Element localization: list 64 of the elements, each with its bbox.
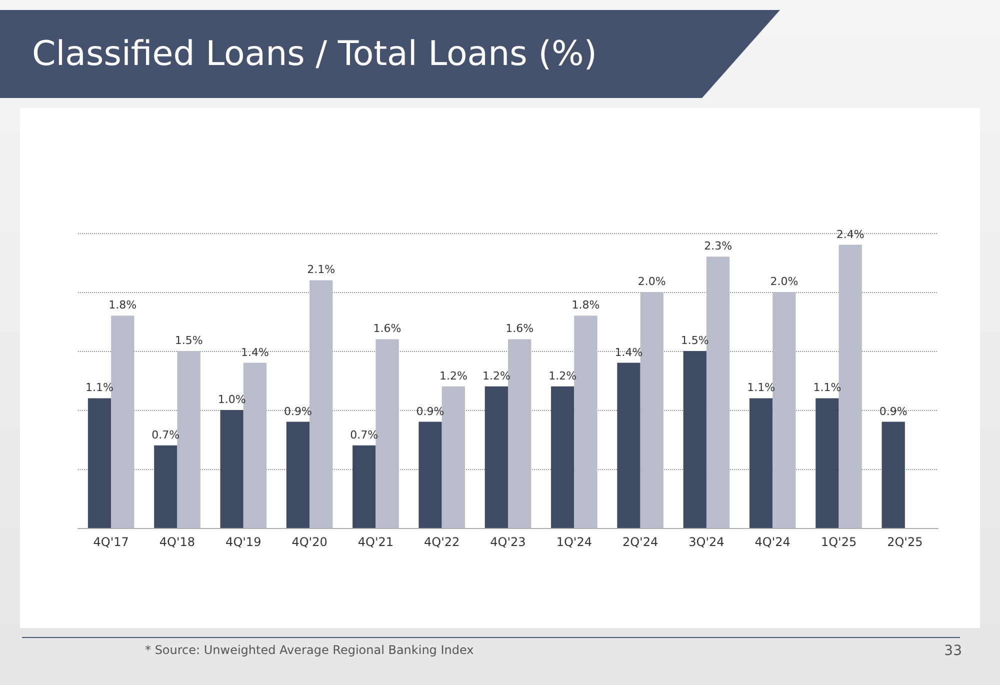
data-label: 1.2%: [548, 369, 577, 382]
bar: [683, 351, 706, 528]
x-tick-label: 1Q'24: [556, 535, 592, 549]
bar: [574, 316, 598, 528]
bar: [88, 398, 112, 528]
x-tick-label: 4Q'20: [292, 535, 328, 549]
x-tick-label: 1Q'25: [820, 535, 857, 549]
data-label: 2.4%: [836, 228, 864, 241]
bar: [640, 292, 664, 528]
data-label: 1.1%: [86, 381, 114, 394]
bar: [418, 422, 442, 528]
bar: [838, 244, 862, 528]
bar: [220, 410, 244, 528]
bar: [352, 445, 376, 528]
bar: [177, 351, 200, 528]
x-tick-label: 4Q'19: [226, 535, 262, 549]
data-label: 1.0%: [218, 393, 246, 406]
data-label: 1.1%: [813, 381, 842, 394]
x-tick-label: 4Q'23: [490, 535, 526, 549]
bar: [111, 316, 134, 528]
data-label: 0.7%: [350, 428, 378, 442]
data-label: 1.8%: [108, 298, 137, 312]
bar: [154, 445, 178, 528]
bar: [882, 422, 905, 528]
chart-title: Classified Loans / Total Loans (%): [0, 10, 780, 98]
data-label: 1.5%: [680, 334, 709, 347]
bar: [484, 386, 508, 528]
bar: [442, 386, 465, 528]
data-label: 2.1%: [307, 263, 336, 276]
data-label: 1.2%: [439, 369, 468, 382]
x-tick-label: 4Q'17: [93, 535, 129, 549]
bar: [816, 398, 839, 528]
data-label: 1.2%: [482, 369, 510, 382]
bar: [310, 280, 333, 528]
bar: [286, 422, 310, 528]
x-tick-label: 4Q'22: [424, 535, 460, 549]
x-tick-label: 4Q'18: [159, 535, 196, 549]
bar: [508, 339, 532, 528]
x-tick-label: 3Q'24: [688, 535, 724, 549]
x-tick-label: 2Q'24: [622, 535, 658, 549]
data-label: 1.6%: [373, 322, 402, 336]
x-tick-label: 4Q'24: [754, 535, 790, 549]
data-label: 2.3%: [704, 240, 732, 253]
text: 33: [944, 643, 962, 659]
data-label: 1.5%: [174, 334, 203, 347]
bar: [749, 398, 773, 528]
data-label: 2.0%: [638, 275, 666, 288]
bar: [376, 339, 399, 528]
bar: [772, 292, 796, 528]
data-label: 0.9%: [879, 404, 908, 418]
data-label: 1.4%: [240, 346, 269, 359]
data-label: 0.9%: [284, 404, 312, 418]
x-tick-label: 4Q'21: [358, 535, 394, 549]
bar: [551, 386, 574, 528]
x-tick-label: 2Q'25: [887, 535, 923, 549]
text: * Source: Unweighted Average Regional Banking Index: [145, 643, 474, 657]
data-label: 1.6%: [506, 322, 534, 336]
data-label: 0.9%: [416, 404, 444, 418]
data-label: 2.0%: [770, 275, 798, 288]
data-label: 1.1%: [747, 381, 776, 394]
data-label: 1.8%: [572, 298, 600, 312]
data-label: 0.7%: [152, 428, 180, 442]
bar: [617, 362, 640, 528]
data-label: 1.4%: [614, 346, 643, 359]
